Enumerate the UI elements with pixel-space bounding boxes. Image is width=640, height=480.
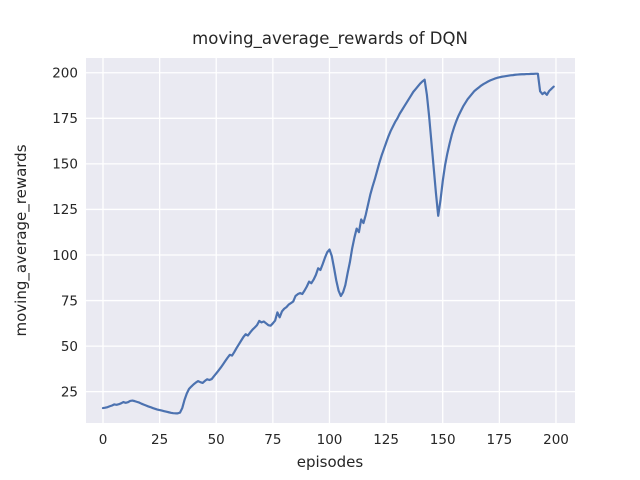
x-tick-125: 125: [373, 432, 399, 448]
x-tick-200: 200: [543, 432, 569, 448]
grid: [86, 58, 575, 423]
y-tick-50: 50: [61, 339, 78, 355]
y-tick-25: 25: [61, 385, 78, 401]
x-tick-100: 100: [317, 432, 343, 448]
y-tick-175: 175: [52, 111, 78, 127]
y-tick-labels: 25 50 75 100 125 150 175 200: [52, 66, 78, 401]
y-tick-125: 125: [52, 202, 78, 218]
x-tick-75: 75: [264, 432, 281, 448]
x-tick-50: 50: [208, 432, 225, 448]
chart-line-dqn: [101, 72, 555, 415]
y-tick-150: 150: [52, 157, 78, 173]
y-tick-75: 75: [61, 293, 78, 309]
y-tick-200: 200: [52, 66, 78, 82]
y-tick-100: 100: [52, 248, 78, 264]
chart-title: moving_average_rewards of DQN: [192, 29, 468, 49]
y-axis-label: moving_average_rewards: [12, 144, 31, 336]
x-axis-label: episodes: [297, 453, 364, 471]
x-tick-labels: 0 25 50 75 100 125 150 175 200: [99, 432, 569, 448]
x-tick-175: 175: [487, 432, 513, 448]
x-tick-150: 150: [430, 432, 456, 448]
x-tick-25: 25: [151, 432, 168, 448]
x-tick-0: 0: [99, 432, 108, 448]
